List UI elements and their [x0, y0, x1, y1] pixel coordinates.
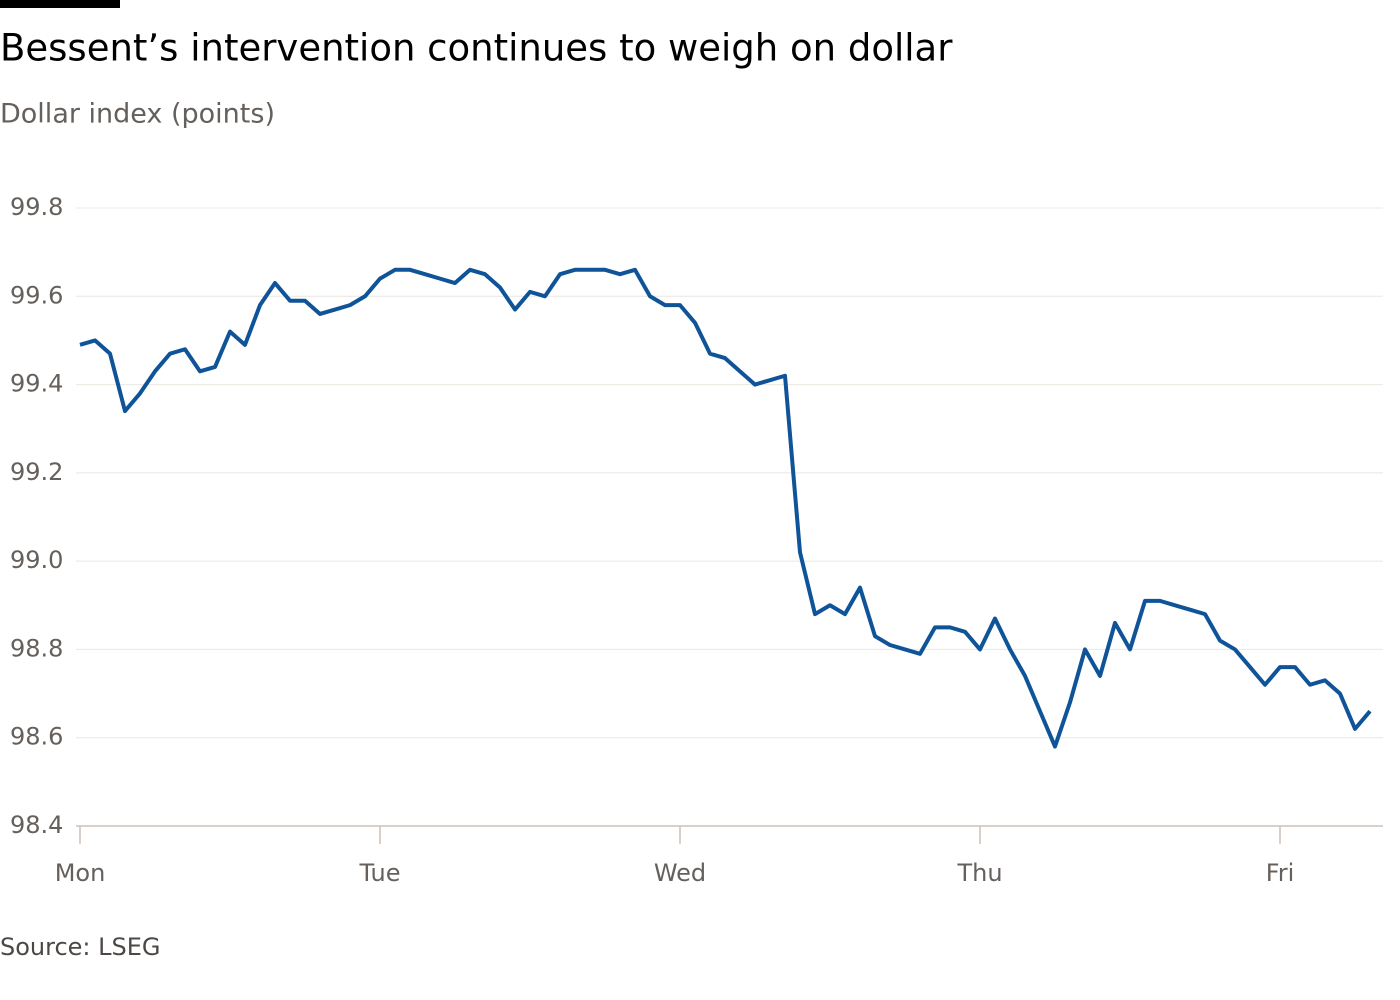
x-tick-label: Mon [55, 859, 106, 887]
y-tick-label: 99.2 [10, 458, 63, 486]
chart-title: Bessent’s intervention continues to weig… [0, 27, 953, 70]
chart-subtitle: Dollar index (points) [0, 99, 275, 130]
y-tick-label: 99.6 [10, 281, 63, 309]
y-tick-label: 98.4 [10, 811, 63, 839]
x-tick-label: Thu [956, 859, 1002, 887]
x-tick-label: Wed [654, 859, 706, 887]
y-tick-label: 99.0 [10, 546, 63, 574]
brand-bar [0, 0, 120, 8]
data-line [79, 267, 1372, 749]
y-tick-label: 98.8 [10, 634, 63, 662]
y-tick-label: 99.8 [10, 193, 63, 221]
y-tick-label: 99.4 [10, 370, 63, 398]
x-tick-label: Fri [1266, 859, 1295, 887]
y-tick-label: 98.6 [10, 723, 63, 751]
x-tick-label: Tue [359, 859, 401, 887]
source: Source: LSEG [0, 933, 161, 961]
